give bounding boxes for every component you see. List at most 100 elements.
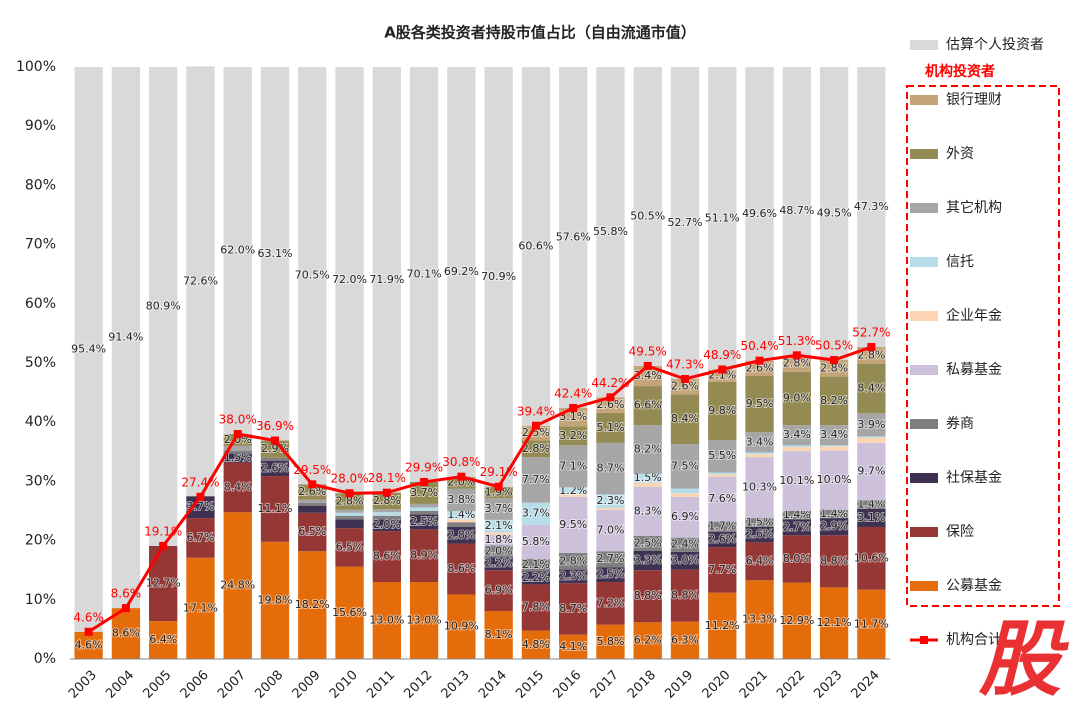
bar-segment — [260, 457, 290, 461]
legend-swatch — [910, 365, 938, 375]
data-label: 2.8% — [373, 494, 401, 507]
data-label: 8.9% — [410, 549, 438, 562]
legend-label: 机构合计 — [946, 632, 1002, 648]
bar-segment — [782, 447, 811, 452]
legend-label: 外资 — [946, 146, 974, 162]
data-label: 18.2% — [295, 598, 330, 611]
bar-segment — [708, 67, 737, 370]
bar-segment — [521, 502, 551, 525]
data-label: 2.1% — [485, 519, 513, 532]
bar-segment — [484, 557, 513, 571]
data-label: 1.7% — [708, 520, 736, 533]
data-label: 2.6% — [671, 380, 699, 393]
bar-segment — [819, 518, 849, 536]
bar-segment — [409, 503, 439, 508]
data-label: 8.7% — [596, 462, 624, 475]
data-label: 2.5% — [596, 568, 624, 581]
line-marker — [606, 393, 615, 402]
line-marker — [121, 604, 130, 613]
y-tick-label: 80% — [25, 177, 56, 193]
data-label: 2.6% — [746, 528, 774, 541]
data-label: 8.2% — [820, 394, 848, 407]
data-label: 8.4% — [224, 480, 252, 493]
data-label: 6.6% — [634, 399, 662, 412]
data-label: 8.8% — [671, 589, 699, 602]
line-label: 50.4% — [740, 339, 778, 353]
data-label: 8.4% — [857, 381, 885, 394]
bar-segment — [559, 494, 588, 497]
data-label: 8.4% — [671, 412, 699, 425]
data-label: 9.5% — [559, 518, 587, 531]
y-tick-label: 90% — [25, 118, 56, 134]
y-tick-label: 0% — [34, 651, 56, 667]
data-label: 9.7% — [857, 465, 885, 478]
bar-segment — [708, 531, 737, 548]
bar-segment — [633, 473, 662, 483]
bar-segment — [223, 462, 252, 513]
bar-segment — [633, 386, 662, 426]
bar-segment — [708, 547, 737, 593]
y-tick-label: 20% — [25, 533, 56, 549]
y-tick-label: 40% — [25, 414, 56, 430]
bar-segment — [372, 67, 401, 493]
data-label: 4.8% — [522, 638, 550, 651]
legend-label: 信托 — [946, 254, 974, 270]
bar-segment — [335, 566, 364, 659]
line-marker — [718, 365, 727, 374]
bar-segment — [372, 492, 401, 510]
data-label: 9.5% — [746, 397, 774, 410]
data-label: 10.0% — [817, 473, 852, 486]
bar-segment — [335, 493, 364, 510]
data-label: 63.1% — [258, 247, 293, 260]
data-label: 8.8% — [820, 554, 848, 567]
bar-segment — [521, 558, 551, 572]
line-label: 28.0% — [330, 472, 368, 486]
bar-segment — [298, 499, 327, 503]
data-label: 19.8% — [258, 593, 293, 606]
bar-segment — [745, 376, 774, 433]
data-label: 8.3% — [634, 504, 662, 517]
data-label: 6.2% — [634, 634, 662, 647]
legend-label: 社保基金 — [946, 469, 1002, 486]
bar-segment — [260, 440, 290, 458]
bar-segment — [819, 450, 849, 510]
data-label: 2.7% — [596, 552, 624, 565]
bar-segment — [596, 551, 625, 568]
line-marker — [830, 356, 839, 365]
bar-segment — [447, 67, 476, 477]
bar-segment — [409, 67, 439, 482]
data-label: 7.5% — [671, 459, 699, 472]
legend-swatch — [910, 257, 938, 267]
bar-segment — [484, 570, 513, 612]
data-label: 7.8% — [522, 600, 550, 613]
data-label: 6.3% — [671, 633, 699, 646]
bar-segment — [596, 494, 625, 509]
data-label: 1.8% — [485, 533, 513, 546]
line-marker — [792, 351, 801, 360]
bar-segment — [819, 445, 849, 447]
y-tick-label: 50% — [25, 355, 56, 371]
data-label: 8.6% — [112, 627, 140, 640]
data-label: 49.5% — [817, 207, 852, 220]
data-label: 72.6% — [183, 274, 218, 287]
bar-segment — [633, 550, 662, 571]
bar-segment — [819, 535, 849, 588]
bar-segment — [857, 526, 886, 590]
bar-segment — [782, 451, 811, 511]
bar-segment — [298, 551, 327, 659]
data-label: 7.6% — [708, 492, 736, 505]
data-label: 6.7% — [186, 531, 214, 544]
bar-segment — [633, 535, 662, 551]
bar-segment — [559, 426, 588, 446]
bar-segment — [857, 589, 886, 659]
data-label: 95.4% — [71, 342, 106, 355]
legend-swatch — [910, 40, 938, 50]
bar-segment — [223, 450, 252, 454]
bar-segment — [857, 437, 886, 443]
bar-segment — [484, 534, 513, 546]
bar-segment — [372, 582, 401, 659]
line-marker — [531, 421, 540, 430]
bar-segment — [670, 551, 700, 570]
bar-segment — [559, 445, 588, 488]
chart-title: A股各类投资者持股市值占比（自由流通市值） — [384, 24, 696, 42]
